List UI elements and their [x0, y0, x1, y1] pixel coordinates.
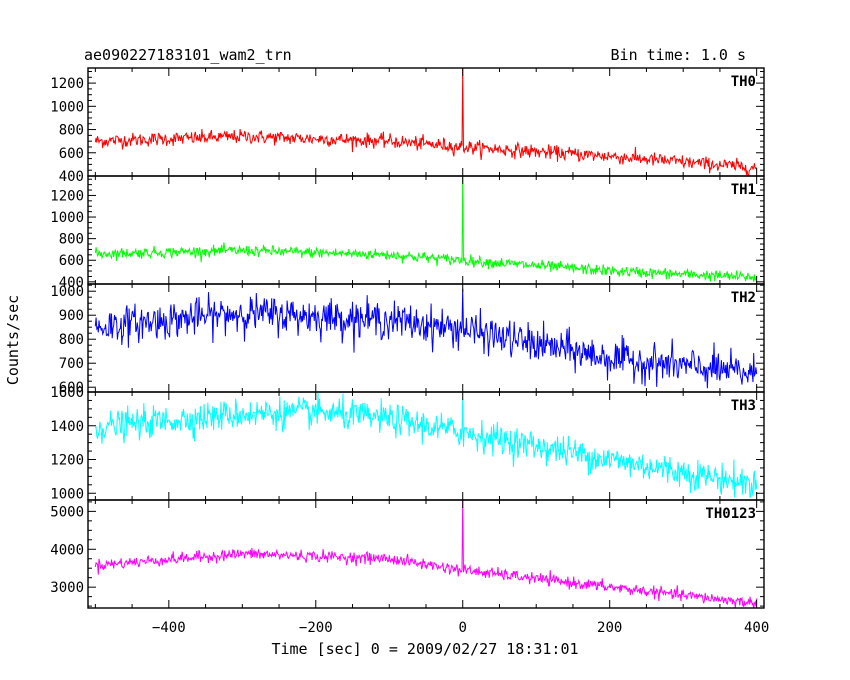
y-tick-label: 700 — [59, 356, 84, 372]
y-tick-label: 900 — [59, 308, 84, 324]
y-tick-label: 1000 — [50, 99, 84, 115]
y-tick-label: 1600 — [50, 385, 84, 401]
y-tick-label: 1000 — [50, 210, 84, 226]
chart-title-right: Bin time: 1.0 s — [611, 46, 746, 64]
panels-group: 400 600 800 1000 1200 TH0 400 600 800 1000 1200 TH1… — [50, 67, 769, 636]
panel-label: TH2 — [731, 290, 756, 306]
y-tick-label: 600 — [59, 253, 84, 269]
y-tick-label: 5000 — [50, 504, 84, 520]
x-tick-label: −200 — [299, 620, 333, 636]
y-tick-label: 3000 — [50, 580, 84, 596]
panel-th0123: 3000 4000 5000 TH0123 — [50, 499, 765, 609]
panel-label: TH0123 — [705, 506, 756, 522]
series-line-th2 — [94, 288, 758, 389]
y-tick-label: 1400 — [50, 419, 84, 435]
panel-label: TH0 — [731, 74, 756, 90]
y-tick-label: 600 — [59, 380, 84, 396]
panel-th0: 400 600 800 1000 1200 TH0 — [50, 67, 765, 185]
panel-th3: 1000 1200 1400 1600 TH3 — [50, 385, 765, 502]
y-tick-label: 4000 — [50, 542, 84, 558]
panel-label: TH3 — [731, 398, 756, 414]
y-tick-label: 1200 — [50, 76, 84, 92]
y-tick-label: 400 — [59, 169, 84, 185]
y-tick-label: 1200 — [50, 453, 84, 469]
y-tick-label: 1200 — [50, 188, 84, 204]
chart-title-left: ae090227183101_wam2_trn — [84, 46, 292, 64]
series-line-th3 — [94, 392, 758, 498]
panel-frame — [87, 391, 765, 501]
y-tick-label: 600 — [59, 146, 84, 162]
y-tick-label: 800 — [59, 123, 84, 139]
y-tick-label: 400 — [59, 275, 84, 291]
y-tick-label: 1000 — [50, 284, 84, 300]
x-tick-label: 0 — [459, 620, 467, 636]
panel-frame — [87, 175, 765, 285]
x-tick-label: 400 — [744, 620, 769, 636]
series-line-th1 — [94, 177, 758, 282]
panel-label: TH1 — [731, 182, 756, 198]
y-axis-label: Counts/sec — [4, 295, 22, 385]
y-tick-label: 1000 — [50, 486, 84, 502]
y-tick-label: 800 — [59, 332, 84, 348]
series-line-th0123 — [94, 500, 758, 608]
x-tick-label: −400 — [152, 620, 186, 636]
x-axis-label: Time [sec] 0 = 2009/02/27 18:31:01 — [271, 640, 578, 658]
y-tick-label: 800 — [59, 232, 84, 248]
panel-th1: 400 600 800 1000 1200 TH1 — [50, 175, 765, 291]
series-line-th0 — [94, 68, 757, 176]
x-tick-label: 200 — [597, 620, 622, 636]
panel-th2: 600 700 800 900 1000 TH2 — [50, 283, 765, 396]
